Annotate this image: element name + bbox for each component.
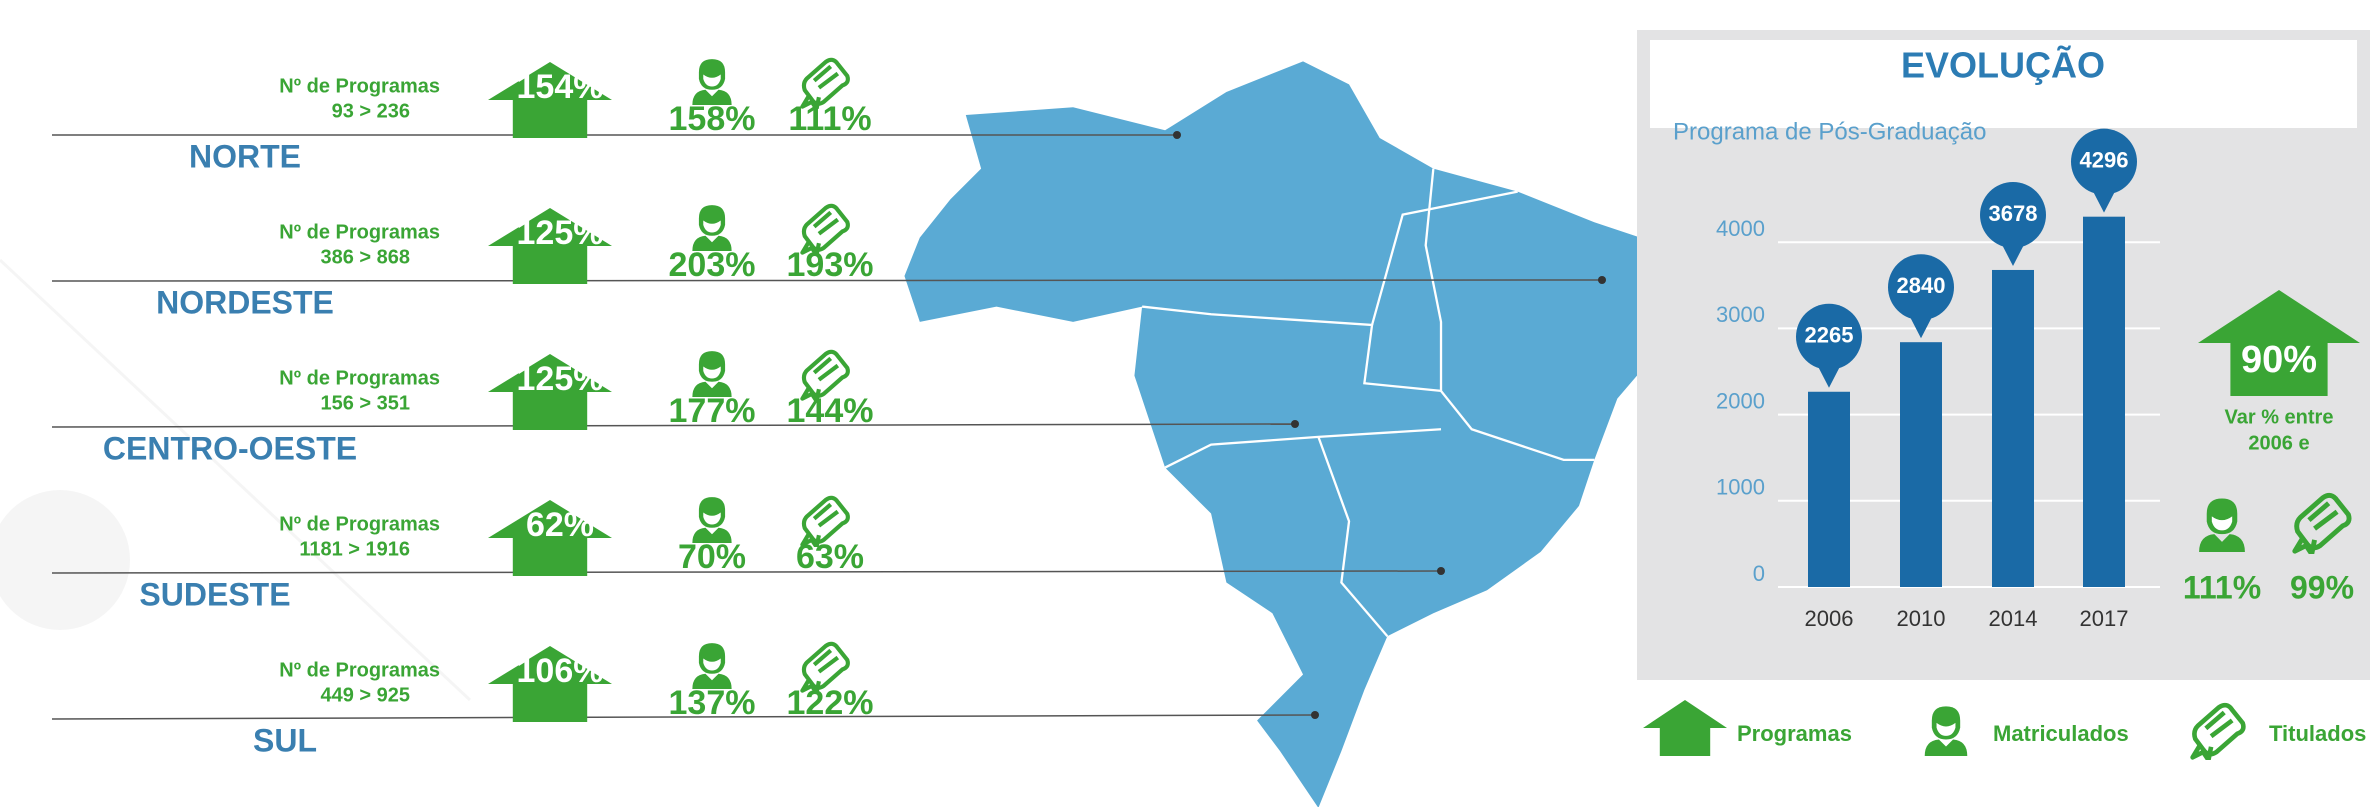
brazil-map <box>904 61 1687 807</box>
region-name: NORDESTE <box>156 284 334 320</box>
map-dot <box>1598 276 1606 284</box>
value-bubble <box>1980 181 2046 248</box>
leader-line <box>51 279 1603 282</box>
map-dot <box>1311 711 1319 719</box>
chart-subtitle: Programa de Pós-Graduação <box>1673 118 1987 145</box>
value-label: 4296 <box>2080 147 2129 172</box>
value-bubble <box>1888 254 1954 321</box>
programs-label: Nº de Programas <box>279 221 440 243</box>
summary: 90% Var % entre 2006 e 111% 99% <box>2183 290 2360 605</box>
summary-note: 2006 e <box>2248 432 2309 454</box>
legend-label: Programas <box>1737 721 1852 746</box>
leader-line <box>51 714 1316 720</box>
y-tick-label: 0 <box>1753 561 1765 586</box>
up-arrow <box>488 62 612 138</box>
summary-matriculados-pct: 111% <box>2183 569 2261 605</box>
region-name: SUDESTE <box>139 576 290 612</box>
legend-label: Titulados <box>2269 721 2366 746</box>
value-bubble <box>1796 303 1862 370</box>
y-tick-label: 4000 <box>1716 216 1765 241</box>
summary-titulados-pct: 99% <box>2290 569 2354 605</box>
matriculados-pct: 203% <box>669 246 756 284</box>
background-decoration <box>0 258 472 702</box>
programs-pct: 125% <box>517 360 604 398</box>
programs-range: 156 > 351 <box>320 392 410 414</box>
titulados-pct: 122% <box>787 684 874 722</box>
programs-label: Nº de Programas <box>279 513 440 535</box>
map-dot <box>1437 567 1445 575</box>
matriculados-pct: 177% <box>669 392 756 430</box>
up-arrow <box>1643 700 1727 756</box>
up-arrow <box>2198 290 2360 396</box>
bar <box>1808 391 1850 587</box>
map-dot <box>1173 131 1181 139</box>
x-tick-label: 2017 <box>2080 606 2129 631</box>
x-tick-label: 2010 <box>1897 606 1946 631</box>
matriculados-icon <box>1924 706 1968 756</box>
bar-chart: 0 1000 2000 3000 4000 2006 2265 2010 2840 2014 367… <box>1716 128 2160 631</box>
matriculados-icon <box>692 59 732 105</box>
matriculados-pct: 70% <box>678 538 746 576</box>
programs-range: 449 > 925 <box>320 684 410 706</box>
programs-label: Nº de Programas <box>279 75 440 97</box>
y-tick-label: 3000 <box>1716 302 1765 327</box>
summary-note: Var % entre <box>2225 406 2334 428</box>
value-bubble <box>2071 128 2137 195</box>
titulados-pct: 144% <box>787 392 874 430</box>
programs-label: Nº de Programas <box>279 367 440 389</box>
programs-range: 93 > 236 <box>332 100 410 122</box>
value-label: 2265 <box>1805 323 1854 348</box>
chart-title-band <box>1650 40 2357 128</box>
matriculados-icon <box>692 643 732 689</box>
bar <box>1992 269 2034 587</box>
y-tick-label: 1000 <box>1716 475 1765 500</box>
value-label: 3678 <box>1989 201 2038 226</box>
summary-programs-pct: 90% <box>2241 339 2317 381</box>
legend: Programas Matriculados Titulados <box>1643 700 2366 760</box>
titulados-pct: 193% <box>787 246 874 284</box>
matriculados-icon <box>692 351 732 397</box>
x-tick-label: 2014 <box>1989 606 2038 631</box>
bar <box>1900 342 1942 587</box>
programs-pct: 106% <box>517 652 604 690</box>
up-arrow <box>488 354 612 430</box>
region-name: SUL <box>253 722 317 758</box>
up-arrow <box>488 646 612 722</box>
matriculados-pct: 158% <box>669 100 756 138</box>
region-name: NORTE <box>189 138 301 174</box>
programs-range: 1181 > 1916 <box>299 538 410 560</box>
matriculados-pct: 137% <box>669 684 756 722</box>
bar <box>2083 216 2125 587</box>
matriculados-icon <box>692 205 732 251</box>
legend-label: Matriculados <box>1993 721 2129 746</box>
up-arrow <box>488 500 612 576</box>
programs-label: Nº de Programas <box>279 659 440 681</box>
x-tick-label: 2006 <box>1805 606 1854 631</box>
map-dot <box>1291 420 1299 428</box>
region-name: CENTRO-OESTE <box>103 430 357 466</box>
programs-pct: 154% <box>517 68 604 106</box>
up-arrow <box>488 208 612 284</box>
y-tick-label: 2000 <box>1716 388 1765 413</box>
programs-pct: 125% <box>517 214 604 252</box>
titulados-pct: 63% <box>796 538 864 576</box>
matriculados-icon <box>692 497 732 543</box>
leader-line <box>51 423 1296 428</box>
value-label: 2840 <box>1897 273 1946 298</box>
region-rows: Nº de Programas 93 > 236 NORTE 154% 158% 111%… <box>51 59 1606 758</box>
programs-pct: 62% <box>526 506 594 544</box>
leader-line <box>51 570 1442 574</box>
chart-title: EVOLUÇÃO <box>1901 44 2105 86</box>
titulados-pct: 111% <box>788 100 871 138</box>
titulados-icon <box>2193 705 2244 760</box>
programs-range: 386 > 868 <box>320 246 410 268</box>
